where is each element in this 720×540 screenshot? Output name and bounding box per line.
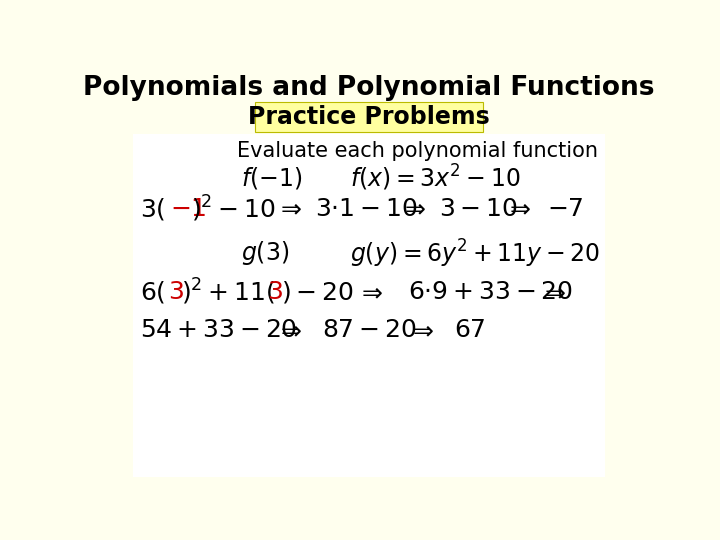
Text: $f(-1)$: $f(-1)$: [241, 165, 302, 191]
Text: $3$: $3$: [168, 280, 184, 304]
FancyBboxPatch shape: [90, 65, 648, 126]
Text: $6{\cdot}9+33-20$: $6{\cdot}9+33-20$: [408, 280, 573, 304]
Text: $)^2+11($: $)^2+11($: [181, 277, 276, 307]
Text: $54+33-20$: $54+33-20$: [140, 319, 297, 342]
Text: Evaluate each polynomial function: Evaluate each polynomial function: [238, 141, 598, 161]
Text: $3-10$: $3-10$: [438, 197, 518, 221]
Text: $6($: $6($: [140, 279, 166, 305]
Text: $-7$: $-7$: [547, 197, 584, 221]
Text: $87-20$: $87-20$: [323, 319, 417, 342]
Text: $-1$: $-1$: [170, 197, 207, 221]
Text: $3{\cdot}1-10$: $3{\cdot}1-10$: [315, 197, 418, 221]
Text: $\Rightarrow$: $\Rightarrow$: [539, 280, 566, 304]
Text: $g(3)$: $g(3)$: [241, 239, 289, 267]
FancyBboxPatch shape: [132, 134, 606, 477]
Text: $3($: $3($: [140, 196, 166, 222]
Text: Polynomials and Polynomial Functions: Polynomials and Polynomial Functions: [84, 75, 654, 101]
FancyBboxPatch shape: [255, 102, 483, 132]
Text: $\Rightarrow$: $\Rightarrow$: [400, 197, 427, 221]
Text: $\Rightarrow$: $\Rightarrow$: [357, 280, 384, 304]
Text: $)-20$: $)-20$: [281, 279, 354, 305]
Text: $)^2-10$: $)^2-10$: [191, 194, 276, 224]
Text: $\Rightarrow$: $\Rightarrow$: [276, 319, 302, 342]
Text: Practice Problems: Practice Problems: [248, 105, 490, 129]
Text: $67$: $67$: [454, 319, 486, 342]
Text: $\Rightarrow$: $\Rightarrow$: [408, 319, 434, 342]
Text: $f(x)=3x^2-10$: $f(x)=3x^2-10$: [350, 163, 520, 193]
Text: $\Rightarrow$: $\Rightarrow$: [276, 197, 302, 221]
Text: $3$: $3$: [266, 280, 282, 304]
Text: $\Rightarrow$: $\Rightarrow$: [505, 197, 531, 221]
Text: $g(y)=6y^2+11y-20$: $g(y)=6y^2+11y-20$: [350, 238, 600, 269]
